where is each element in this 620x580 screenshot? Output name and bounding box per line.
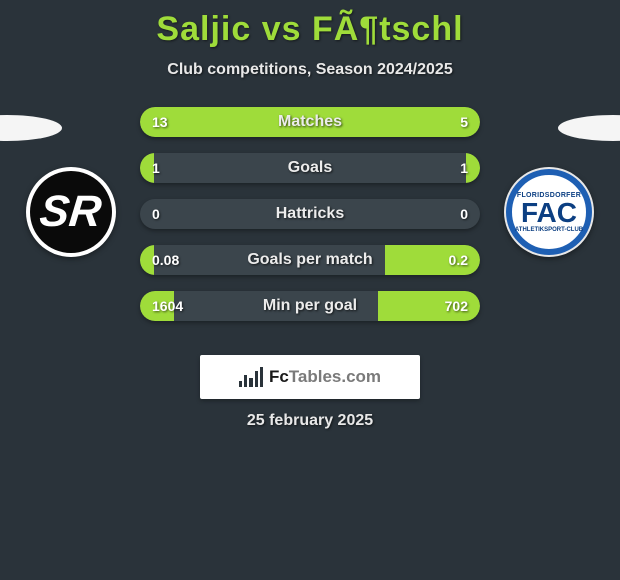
brand-box[interactable]: FcTables.com: [200, 355, 420, 399]
stat-bar-left: [140, 107, 371, 137]
date-line: 25 february 2025: [0, 412, 620, 430]
stat-value-left: 0: [152, 199, 160, 229]
stat-rows: 135Matches 11Goals 0 0Hattricks 0.080.2Goals…: [140, 107, 480, 337]
brand-chart-icon: [239, 367, 263, 387]
team-badge-right: FLORIDSDORFER FAC ATHLETIKSPORT-CLUB: [504, 167, 594, 257]
stat-bar-right: [371, 107, 480, 137]
stat-bar-right: [466, 153, 480, 183]
stat-bar-left: [140, 245, 154, 275]
stat-row: 135Matches: [140, 107, 480, 137]
comparison-widget: Saljic vs FÃ¶tschl Club competitions, Se…: [0, 0, 620, 580]
stat-bar-left: [140, 291, 174, 321]
team-right-bottom-text: ATHLETIKSPORT-CLUB: [515, 227, 583, 233]
team-right-main-text: FAC: [521, 199, 577, 227]
stat-row: 1604702Min per goal: [140, 291, 480, 321]
comparison-content: SR FLORIDSDORFER FAC ATHLETIKSPORT-CLUB …: [0, 107, 620, 367]
stat-bar-right: [378, 291, 480, 321]
stat-bar-left: [140, 153, 154, 183]
stat-bar-right: [385, 245, 480, 275]
team-left-glyph: SR: [38, 187, 104, 237]
page-title: Saljic vs FÃ¶tschl: [0, 0, 620, 49]
team-badge-right-ring: FLORIDSDORFER FAC ATHLETIKSPORT-CLUB: [506, 169, 592, 255]
brand-suffix: Tables.com: [289, 367, 381, 386]
stat-label: Hattricks: [140, 199, 480, 229]
stat-row: 11Goals: [140, 153, 480, 183]
stat-row: 0.080.2Goals per match: [140, 245, 480, 275]
team-badge-left: SR: [26, 167, 116, 257]
stat-value-left: 0.08: [152, 245, 179, 275]
brand-text: FcTables.com: [269, 367, 381, 387]
flag-ellipse-left: [0, 115, 62, 141]
team-badge-left-inner: SR: [30, 171, 112, 253]
brand-prefix: Fc: [269, 367, 289, 386]
stat-row: 0 0Hattricks: [140, 199, 480, 229]
flag-ellipse-right: [558, 115, 620, 141]
page-subtitle: Club competitions, Season 2024/2025: [0, 61, 620, 79]
stat-value-right: 0: [460, 199, 468, 229]
stat-label: Goals: [140, 153, 480, 183]
